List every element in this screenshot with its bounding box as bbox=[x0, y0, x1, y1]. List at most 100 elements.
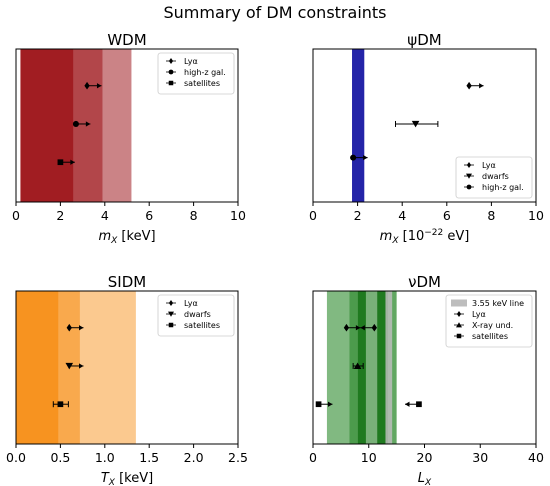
nudm-xtick-label-1: 0 bbox=[309, 450, 317, 465]
wdm-band-1 bbox=[20, 49, 74, 202]
nudm-legend-box bbox=[445, 294, 533, 348]
sidm-legend-ly-marker bbox=[168, 300, 174, 306]
sidm-point-dwarfs-2-arrow bbox=[69, 363, 84, 369]
wdm-point-high-z-gal-2-arrow-head bbox=[85, 121, 91, 127]
wdm-legend-high-z-gal-marker bbox=[168, 69, 174, 75]
nudm-plot-area bbox=[315, 291, 422, 444]
sidm-legend-satellites-label: satellites bbox=[184, 321, 220, 330]
wdm-panel: WDM 0 2 4 6 8 10 mX [keV] Lyα high-z gal. satellit… bbox=[12, 31, 246, 246]
sidm-band-3 bbox=[79, 291, 136, 444]
nudm-point-satellites-4-arrow-head bbox=[328, 401, 333, 407]
nudm-legend-ly-marker bbox=[456, 311, 462, 317]
sidm-frame bbox=[15, 290, 239, 445]
psidm-point-high-z-gal-3-arrow-head bbox=[363, 155, 368, 161]
wdm-legend-high-z-gal-label: high-z gal. bbox=[184, 68, 226, 77]
psidm-legend-high-z-gal-label: high-z gal. bbox=[482, 183, 524, 192]
psidm-panel: ψDM 0 2 4 6 8 10 mX [10−22 eV] Lyα dwarfs high-z g… bbox=[309, 31, 544, 246]
wdm-point-ly-1 bbox=[84, 81, 90, 90]
psidm-xtick-label-4: 6 bbox=[443, 208, 451, 223]
wdm-point-ly-1-arrow-head bbox=[96, 83, 102, 89]
psidm-point-high-z-gal-3 bbox=[350, 154, 357, 161]
sidm-legend-ly-label: Lyα bbox=[184, 299, 198, 308]
psidm-xtick-label-1: 0 bbox=[309, 208, 317, 223]
wdm-plot-area bbox=[20, 49, 132, 202]
sidm-legend-satellites-marker bbox=[168, 322, 174, 328]
nudm-band-3 bbox=[357, 291, 366, 444]
nudm-line-band bbox=[385, 291, 393, 444]
nudm-point-satellites-4 bbox=[315, 401, 322, 408]
psidm-legend: Lyα dwarfs high-z gal. bbox=[455, 156, 533, 199]
nudm-xlabel: LX bbox=[418, 471, 432, 486]
psidm-frame bbox=[312, 48, 537, 203]
sidm-legend-dwarfs-marker bbox=[168, 311, 174, 317]
nudm-legend-x-ray-und-marker bbox=[456, 322, 462, 328]
wdm-legend-box bbox=[157, 52, 235, 95]
nudm-xtick-label-5: 40 bbox=[528, 450, 544, 465]
psidm-xlabel-unit: [10 bbox=[398, 229, 424, 244]
wdm-title: WDM bbox=[107, 31, 146, 49]
nudm-panel: νDM 0 10 20 30 40 LX 3.55 keV line Lyα X-ray und.… bbox=[309, 273, 544, 486]
psidm-legend-ly-label: Lyα bbox=[482, 161, 496, 170]
nudm-xtick-label-4: 30 bbox=[472, 450, 488, 465]
wdm-point-high-z-gal-2 bbox=[72, 120, 79, 128]
nudm-xlabel-sub: X bbox=[424, 478, 432, 486]
psidm-legend-ly-marker bbox=[466, 162, 472, 168]
sidm-point-dwarfs-2 bbox=[65, 362, 74, 370]
sidm-xlabel-symbol: T bbox=[101, 471, 110, 486]
psidm-xtick-label-2: 2 bbox=[354, 208, 362, 223]
figure-suptitle: Summary of DM constraints bbox=[163, 3, 386, 22]
psidm-point-dwarfs-2 bbox=[411, 120, 420, 128]
sidm-xtick-label-5: 2.0 bbox=[184, 450, 204, 465]
wdm-band-3 bbox=[102, 49, 132, 202]
sidm-legend: Lyα dwarfs satellites bbox=[157, 294, 235, 337]
nudm-band-1 bbox=[326, 291, 350, 444]
wdm-xtick-label-5: 8 bbox=[190, 208, 198, 223]
nudm-band-4 bbox=[365, 291, 378, 444]
psidm-xlabel-sub: X bbox=[391, 236, 399, 246]
wdm-xlabel-sub: X bbox=[110, 236, 118, 246]
sidm-xtick-label-2: 0.5 bbox=[50, 450, 70, 465]
psidm-xlabel-unit-end: eV] bbox=[443, 229, 469, 244]
sidm-plot-area bbox=[16, 291, 136, 444]
sidm-point-dwarfs-2-arrow-head bbox=[78, 363, 84, 369]
nudm-point-satellites-5 bbox=[416, 401, 422, 408]
sidm-panel: SIDM 0.0 0.5 1.0 1.5 2.0 2.5 TX [keV] Lyα dwarfs s… bbox=[6, 273, 248, 486]
nudm-point-ly-2-arrow-head bbox=[360, 325, 365, 331]
nudm-legend-3-55-kev-line-marker bbox=[451, 299, 467, 307]
psidm-point-ly-1 bbox=[466, 81, 472, 90]
wdm-point-satellites-3 bbox=[57, 159, 64, 166]
psidm-plot-area bbox=[350, 49, 484, 202]
psidm-legend-dwarfs-label: dwarfs bbox=[482, 172, 509, 181]
sidm-band-1 bbox=[16, 291, 59, 444]
wdm-point-satellites-3-arrow-head bbox=[70, 159, 75, 165]
wdm-legend-satellites-marker bbox=[168, 80, 174, 86]
nudm-xlabel-symbol: L bbox=[418, 471, 425, 486]
sidm-point-satellites-3 bbox=[57, 401, 64, 408]
sidm-legend-box bbox=[157, 294, 235, 337]
sidm-point-ly-1-arrow-head bbox=[78, 325, 84, 331]
sidm-title: SIDM bbox=[108, 273, 146, 291]
wdm-xtick-label-2: 2 bbox=[56, 208, 64, 223]
nudm-title: νDM bbox=[408, 273, 441, 291]
psidm-xtick-label-5: 8 bbox=[487, 208, 495, 223]
nudm-point-satellites-5-arrow-head bbox=[404, 401, 410, 407]
sidm-xtick-label-3: 1.0 bbox=[95, 450, 115, 465]
wdm-xlabel: mX [keV] bbox=[98, 229, 155, 246]
nudm-point-ly-2 bbox=[371, 323, 377, 332]
wdm-xtick-label-6: 10 bbox=[230, 208, 246, 223]
nudm-legend-ly-label: Lyα bbox=[472, 310, 486, 319]
nudm-point-ly-1 bbox=[343, 323, 350, 332]
wdm-xlabel-unit: [keV] bbox=[117, 229, 155, 244]
nudm-legend-3-55-kev-line-label: 3.55 keV line bbox=[472, 299, 524, 308]
sidm-xtick-label-1: 0.0 bbox=[6, 450, 26, 465]
wdm-legend-ly-label: Lyα bbox=[184, 57, 198, 66]
psidm-legend-high-z-gal-marker bbox=[466, 184, 472, 190]
wdm-legend: Lyα high-z gal. satellites bbox=[157, 52, 235, 95]
sidm-xlabel: TX [keV] bbox=[101, 471, 153, 486]
psidm-point-ly-1-arrow-head bbox=[479, 83, 484, 89]
sidm-xtick-label-4: 1.5 bbox=[139, 450, 159, 465]
wdm-frame bbox=[15, 48, 239, 203]
nudm-legend-x-ray-und-label: X-ray und. bbox=[472, 321, 513, 330]
